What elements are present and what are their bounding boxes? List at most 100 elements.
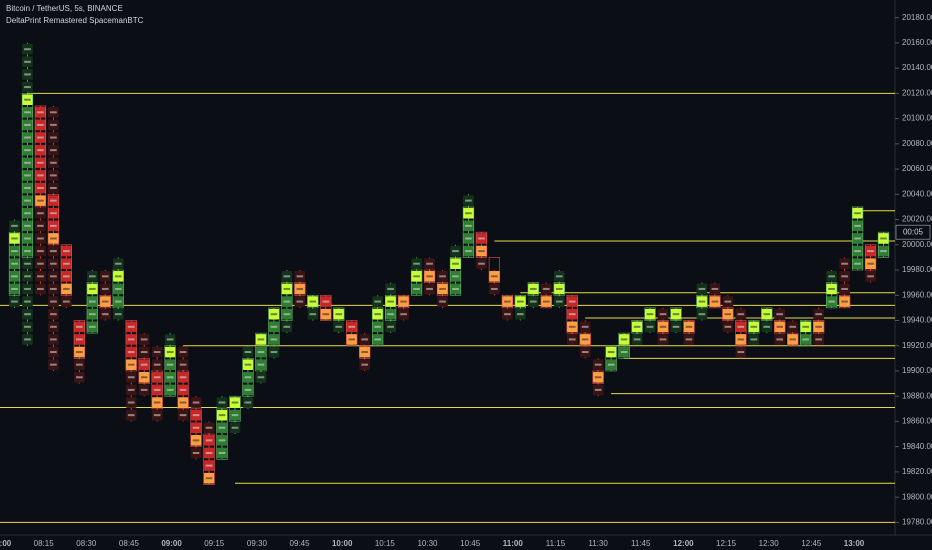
x-tick-label: 09:15	[204, 539, 225, 548]
cell-text	[750, 338, 758, 341]
candle	[125, 320, 137, 422]
y-tick-label: 19880.00	[902, 391, 932, 400]
candle-body	[8, 231, 21, 296]
x-tick-label: 12:00	[673, 539, 694, 548]
candle-body	[566, 294, 578, 334]
candle	[488, 257, 501, 296]
cell-text	[854, 262, 861, 265]
candle-body	[877, 231, 890, 258]
x-tick-label: 11:30	[588, 539, 608, 548]
cell-text	[594, 376, 602, 379]
candle-body	[47, 194, 60, 246]
cell-text	[24, 313, 31, 316]
cell-text	[737, 325, 745, 328]
candle	[605, 345, 617, 372]
candle-body	[86, 282, 98, 334]
candle-body	[787, 332, 799, 347]
cell-text	[452, 262, 459, 265]
candle-body	[838, 294, 851, 309]
cell-text	[828, 287, 835, 290]
candle-body	[112, 269, 124, 309]
cell-text	[76, 363, 83, 366]
candle-body	[164, 345, 176, 397]
x-tick-label: 09:30	[247, 539, 268, 548]
cell-text	[244, 376, 252, 379]
candle	[320, 294, 332, 321]
price-label-box	[895, 224, 931, 240]
y-tick-label: 20040.00	[902, 189, 932, 198]
candle	[436, 270, 449, 308]
cell-text	[854, 237, 861, 240]
y-tick-label: 19860.00	[902, 417, 932, 426]
cell-text	[802, 338, 810, 341]
cell-text	[867, 262, 874, 265]
candle	[540, 282, 552, 309]
x-tick-label: 09:45	[290, 539, 311, 548]
cell-text	[426, 287, 433, 290]
cell-text	[50, 149, 57, 152]
cell-text	[179, 376, 187, 379]
candle-body	[99, 294, 111, 309]
cell-text	[867, 275, 874, 278]
cell-text	[127, 376, 135, 379]
candle-body	[423, 269, 436, 283]
cell-text	[439, 300, 446, 303]
cell-text	[179, 401, 187, 404]
cell-text	[76, 376, 83, 379]
cell-text	[698, 287, 706, 290]
cell-text	[478, 262, 485, 265]
y-tick-label: 20000.00	[902, 240, 932, 249]
y-tick-label: 20180.00	[902, 13, 932, 22]
y-tick-label: 20080.00	[902, 139, 932, 148]
candle-body	[449, 257, 462, 296]
cell-text	[114, 313, 122, 316]
candle	[735, 307, 747, 359]
cell-text	[88, 287, 96, 290]
y-tick-label: 19940.00	[902, 316, 932, 325]
cell-text	[50, 313, 57, 316]
cell-text	[283, 275, 291, 278]
cell-text	[413, 287, 420, 290]
candle	[864, 244, 877, 283]
candle-body	[592, 370, 604, 384]
candle-body	[151, 370, 163, 410]
x-tick-label: 11:15	[546, 539, 566, 548]
cell-text	[529, 287, 537, 290]
cell-text	[192, 426, 200, 429]
candle	[151, 345, 163, 422]
candle	[229, 395, 241, 435]
cell-text	[309, 313, 317, 316]
candle	[709, 282, 721, 309]
cell-text	[101, 300, 109, 303]
cell-text	[529, 300, 537, 303]
candle-body	[34, 105, 47, 208]
cell-text	[270, 338, 278, 341]
candle	[851, 206, 864, 271]
cell-text	[867, 250, 874, 253]
cell-text	[166, 363, 174, 366]
candle-body	[255, 332, 267, 372]
cell-text	[465, 237, 472, 240]
x-tick-label: 11:45	[631, 539, 651, 548]
y-tick-label: 19900.00	[902, 366, 932, 375]
candle-body	[462, 206, 475, 258]
cell-text	[257, 376, 265, 379]
cell-text	[737, 351, 745, 354]
cell-text	[63, 250, 70, 253]
y-tick-label: 19820.00	[902, 467, 932, 476]
cell-text	[568, 300, 576, 303]
cell-text	[504, 300, 511, 303]
candle	[644, 307, 656, 334]
cell-text	[37, 237, 44, 240]
cell-text	[24, 187, 31, 190]
cell-text	[101, 275, 109, 278]
x-tick-label: 10:15	[375, 539, 396, 548]
candle-body	[826, 282, 838, 309]
candle	[47, 105, 60, 371]
cell-text	[231, 414, 239, 417]
cell-text	[581, 325, 589, 328]
cell-text	[387, 313, 394, 316]
cell-text	[127, 325, 135, 328]
x-tick-label: 08:15	[34, 539, 55, 548]
